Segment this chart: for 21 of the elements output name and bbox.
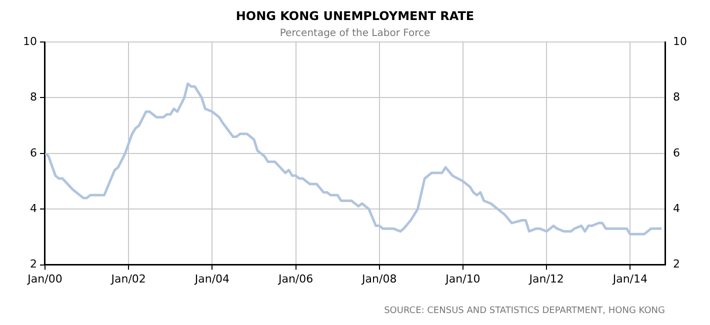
chart-title: HONG KONG UNEMPLOYMENT RATE [236,9,474,23]
chart-subtitle: Percentage of the Labor Force [280,28,430,39]
y2-tick-label: 4 [673,202,680,215]
y2-tick-label: 8 [673,90,680,104]
x-tick-label: Jan/08 [361,272,397,286]
y-tick-label: 2 [30,258,37,271]
source-note: SOURCE: CENSUS AND STATISTICS DEPARTMENT, HONG KONG [384,306,666,316]
x-tick-label: Jan/10 [444,272,480,286]
x-tick-label: Jan/02 [110,272,146,286]
y2-tick-label: 10 [673,34,688,48]
y2-tick-label: 6 [673,146,680,160]
x-tick-label: Jan/14 [612,272,648,286]
y-tick-label: 6 [30,146,37,160]
x-tick-label: Jan/04 [194,272,230,286]
x-tick-label: Jan/12 [528,272,564,286]
y-tick-label: 8 [30,90,37,104]
y2-tick-label: 2 [673,258,680,271]
x-tick-label: Jan/00 [26,272,62,286]
y-tick-label: 10 [22,34,37,48]
x-tick-label: Jan/06 [277,272,314,286]
y-tick-label: 4 [30,202,37,215]
